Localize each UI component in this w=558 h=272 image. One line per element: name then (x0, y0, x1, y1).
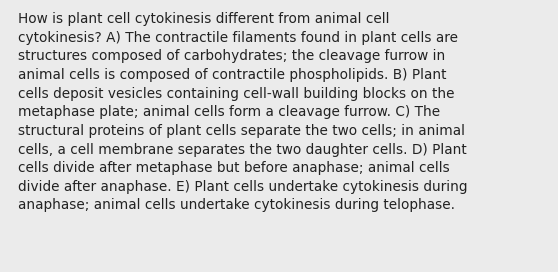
Text: How is plant cell cytokinesis different from animal cell
cytokinesis? A) The con: How is plant cell cytokinesis different … (18, 12, 468, 212)
